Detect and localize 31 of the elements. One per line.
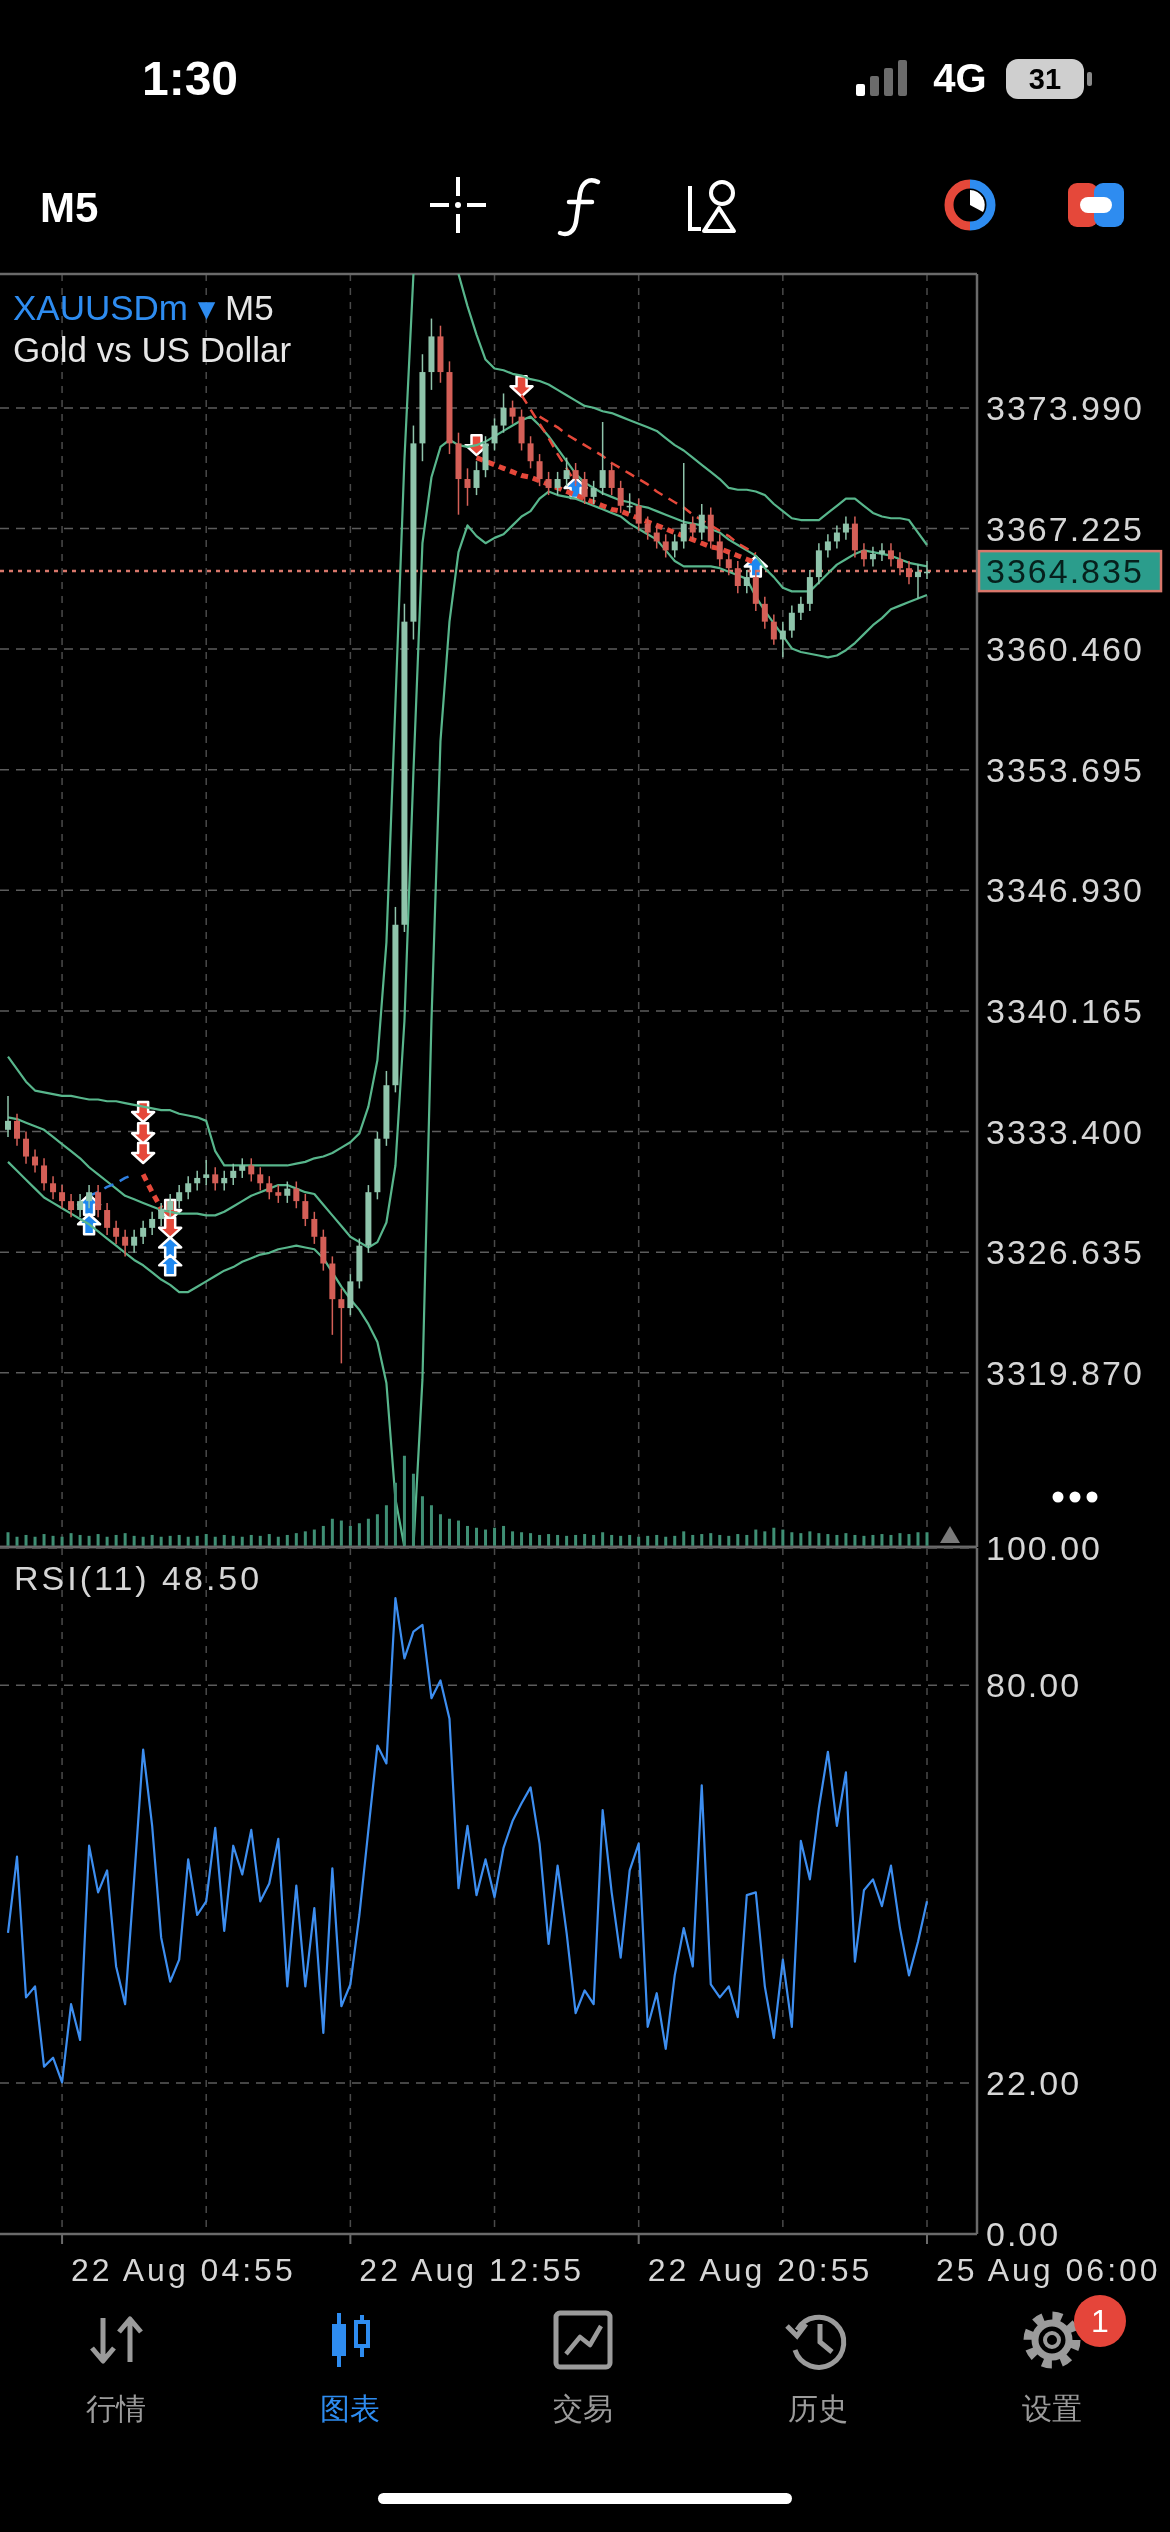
text: 4G <box>933 56 987 100</box>
text: 历史 <box>788 2391 848 2425</box>
y-tick-label: 3326.635 <box>986 1233 1144 1272</box>
chart-title: XAUUSDm ▾ M5 <box>13 287 274 327</box>
text: 22 Aug 04:55 <box>71 2252 296 2288</box>
text: Gold vs US Dollar <box>13 329 292 369</box>
y-tick-label: 0.00 <box>986 2215 1061 2253</box>
text: 22 Aug 20:55 <box>647 2252 873 2288</box>
y-tick-label: 3346.930 <box>986 871 1144 910</box>
y-tick-label: 3360.460 <box>986 630 1144 669</box>
y-tick-label: 3353.695 <box>986 750 1144 789</box>
ref-line-label: 3364.835 <box>986 552 1144 591</box>
y-tick-label: 3333.400 <box>986 1112 1144 1151</box>
y-tick-label: 22.00 <box>986 2064 1082 2103</box>
chart-title: RSI(11) 48.50 <box>14 1559 263 1597</box>
y-tick-label: 80.00 <box>986 1666 1082 1705</box>
y-tick-label: 3319.870 <box>986 1353 1144 1392</box>
text: 31 <box>1028 63 1062 95</box>
y-tick-label: 100.00 <box>986 1529 1102 1567</box>
text: 1 <box>1091 2303 1109 2339</box>
text: 22 Aug 12:55 <box>359 2252 584 2288</box>
text: 行情 <box>86 2391 146 2425</box>
y-tick-label: 3340.165 <box>986 991 1144 1030</box>
text: 25 Aug 06:00 <box>936 2252 1161 2288</box>
text: 交易 <box>553 2391 613 2425</box>
text: 图表 <box>320 2391 380 2425</box>
text: 设置 <box>1022 2391 1082 2425</box>
text: 1:30 <box>141 51 239 105</box>
text: M5 <box>40 183 99 231</box>
y-tick-label: 3373.990 <box>986 388 1144 427</box>
y-tick-label: 3367.225 <box>986 509 1144 548</box>
